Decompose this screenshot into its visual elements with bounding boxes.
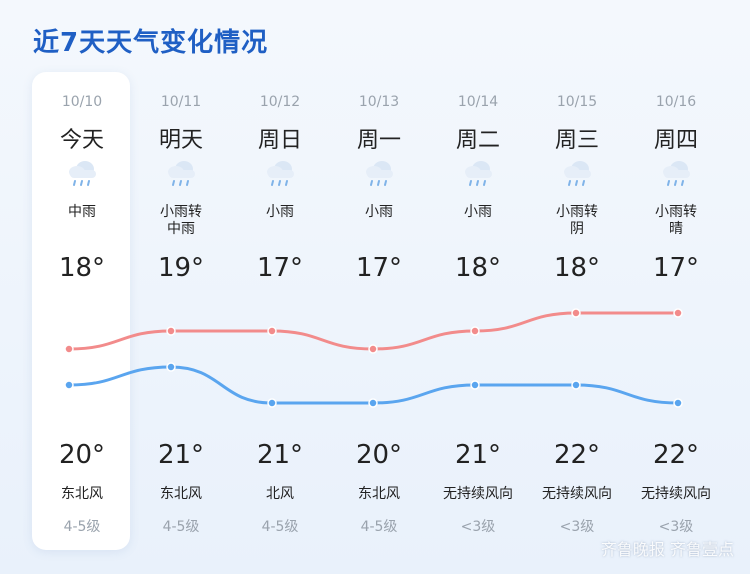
wind-level: <3级 bbox=[658, 519, 694, 535]
weather-condition: 小雨 bbox=[365, 204, 393, 220]
wind-direction: 无持续风向 bbox=[443, 486, 513, 502]
temp-upper: 18° bbox=[454, 253, 502, 283]
wind-direction: 北风 bbox=[266, 486, 294, 502]
rain-cloud-icon bbox=[362, 158, 396, 188]
upper-series-point bbox=[166, 326, 176, 336]
lower-series-point bbox=[267, 398, 277, 408]
wind-level: 4-5级 bbox=[261, 519, 299, 535]
day-date: 10/15 bbox=[556, 94, 598, 110]
day-label: 周二 bbox=[455, 128, 500, 153]
lower-series-point bbox=[673, 398, 683, 408]
day-column[interactable]: 10/16 周四 小雨转 晴 17° 22° 无持续风向 <3级 bbox=[626, 0, 726, 574]
wind-level: <3级 bbox=[460, 519, 496, 535]
wind-direction: 东北风 bbox=[358, 486, 400, 502]
day-column[interactable]: 10/15 周三 小雨转 阴 18° 22° 无持续风向 <3级 bbox=[527, 0, 627, 574]
temp-upper: 17° bbox=[652, 253, 700, 283]
upper-series-point bbox=[571, 308, 581, 318]
rain-cloud-icon bbox=[65, 158, 99, 188]
wind-direction: 东北风 bbox=[61, 486, 103, 502]
day-date: 10/14 bbox=[457, 94, 499, 110]
temp-upper: 19° bbox=[157, 253, 205, 283]
day-date: 10/10 bbox=[61, 94, 103, 110]
lower-series-point bbox=[368, 398, 378, 408]
temp-upper: 18° bbox=[58, 253, 106, 283]
day-date: 10/13 bbox=[358, 94, 400, 110]
lower-series-point bbox=[571, 380, 581, 390]
day-label: 今天 bbox=[59, 128, 104, 153]
weather-condition: 小雨转 晴 bbox=[655, 204, 697, 237]
temp-upper: 17° bbox=[256, 253, 304, 283]
day-date: 10/12 bbox=[259, 94, 301, 110]
day-label: 周三 bbox=[554, 128, 599, 153]
weather-condition: 小雨转 中雨 bbox=[160, 204, 202, 237]
upper-series-point bbox=[64, 344, 74, 354]
wind-direction: 无持续风向 bbox=[542, 486, 612, 502]
weather-condition: 小雨转 阴 bbox=[556, 204, 598, 237]
lower-series-point bbox=[64, 380, 74, 390]
weather-condition: 中雨 bbox=[68, 204, 96, 220]
wind-direction: 东北风 bbox=[160, 486, 202, 502]
rain-cloud-icon bbox=[461, 158, 495, 188]
wind-level: <3级 bbox=[559, 519, 595, 535]
weather-condition: 小雨 bbox=[464, 204, 492, 220]
upper-series-point bbox=[267, 326, 277, 336]
temp-lower: 20° bbox=[355, 440, 403, 470]
day-label: 周一 bbox=[356, 128, 401, 153]
upper-series-point bbox=[673, 308, 683, 318]
page-title: 近7天天气变化情况 bbox=[33, 28, 269, 58]
temp-lower: 20° bbox=[58, 440, 106, 470]
upper-series-point bbox=[368, 344, 378, 354]
temp-lower: 22° bbox=[553, 440, 601, 470]
wind-level: 4-5级 bbox=[63, 519, 101, 535]
day-column[interactable]: 10/11 明天 小雨转 中雨 19° 21° 东北风 4-5级 bbox=[131, 0, 231, 574]
wind-direction: 无持续风向 bbox=[641, 486, 711, 502]
rain-cloud-icon bbox=[164, 158, 198, 188]
temp-lower: 22° bbox=[652, 440, 700, 470]
watermark: 齐鲁晚报 齐鲁壹点 bbox=[600, 540, 734, 559]
today-card bbox=[32, 72, 130, 550]
day-column[interactable]: 10/14 周二 小雨 18° 21° 无持续风向 <3级 bbox=[428, 0, 528, 574]
weather-condition: 小雨 bbox=[266, 204, 294, 220]
upper-series-point bbox=[470, 326, 480, 336]
wind-level: 4-5级 bbox=[162, 519, 200, 535]
rain-cloud-icon bbox=[263, 158, 297, 188]
day-label: 周四 bbox=[653, 128, 698, 153]
temp-lower: 21° bbox=[256, 440, 304, 470]
temp-upper: 17° bbox=[355, 253, 403, 283]
day-date: 10/16 bbox=[655, 94, 697, 110]
lower-series-point bbox=[166, 362, 176, 372]
day-column[interactable]: 10/12 周日 小雨 17° 21° 北风 4-5级 bbox=[230, 0, 330, 574]
day-label: 明天 bbox=[158, 128, 203, 153]
rain-cloud-icon bbox=[560, 158, 594, 188]
wind-level: 4-5级 bbox=[360, 519, 398, 535]
temp-lower: 21° bbox=[454, 440, 502, 470]
day-label: 周日 bbox=[257, 128, 302, 153]
temp-lower: 21° bbox=[157, 440, 205, 470]
temp-upper: 18° bbox=[553, 253, 601, 283]
day-column[interactable]: 10/13 周一 小雨 17° 20° 东北风 4-5级 bbox=[329, 0, 429, 574]
rain-cloud-icon bbox=[659, 158, 693, 188]
day-column[interactable]: 10/10 今天 中雨 18° 20° 东北风 4-5级 bbox=[32, 0, 132, 574]
day-date: 10/11 bbox=[160, 94, 202, 110]
lower-series-point bbox=[470, 380, 480, 390]
